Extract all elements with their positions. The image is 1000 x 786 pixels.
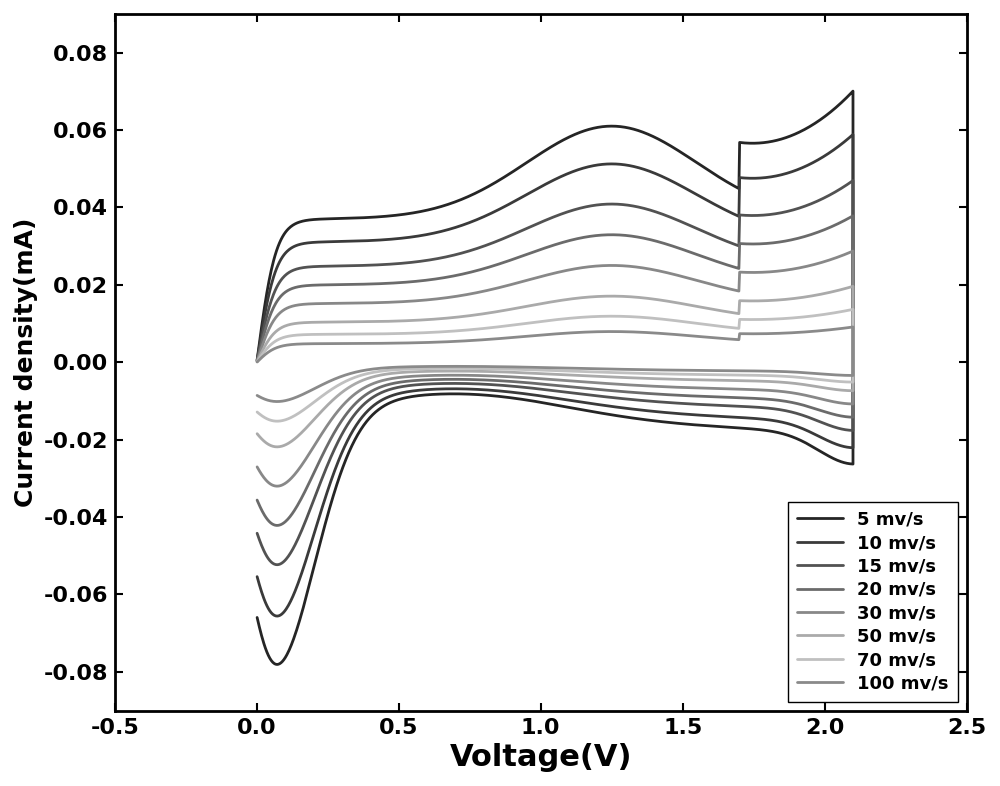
- 70 mv/s: [273, 334, 285, 343]
- 20 mv/s: [790, 234, 802, 244]
- 70 mv/s: [251, 357, 263, 366]
- 5 mv/s: [847, 86, 859, 96]
- 10 mv/s: [251, 572, 263, 582]
- 5 mv/s: [251, 355, 263, 365]
- 10 mv/s: [833, 440, 845, 450]
- Line: 15 mv/s: 15 mv/s: [257, 181, 853, 564]
- 30 mv/s: [251, 357, 263, 366]
- 15 mv/s: [251, 356, 263, 365]
- 15 mv/s: [464, 246, 476, 255]
- 15 mv/s: [790, 204, 802, 214]
- 100 mv/s: [464, 336, 476, 345]
- Line: 50 mv/s: 50 mv/s: [257, 286, 853, 447]
- 30 mv/s: [621, 380, 633, 390]
- 20 mv/s: [251, 356, 263, 365]
- 100 mv/s: [251, 391, 263, 400]
- 30 mv/s: [327, 413, 339, 422]
- 70 mv/s: [251, 407, 263, 417]
- Line: 20 mv/s: 20 mv/s: [257, 216, 853, 525]
- 20 mv/s: [251, 495, 263, 505]
- 70 mv/s: [464, 325, 476, 335]
- 15 mv/s: [621, 395, 633, 404]
- 70 mv/s: [327, 384, 339, 393]
- Legend: 5 mv/s, 10 mv/s, 15 mv/s, 20 mv/s, 30 mv/s, 50 mv/s, 70 mv/s, 100 mv/s: 5 mv/s, 10 mv/s, 15 mv/s, 20 mv/s, 30 mv…: [788, 501, 958, 702]
- 100 mv/s: [271, 397, 283, 406]
- 50 mv/s: [621, 373, 633, 382]
- 50 mv/s: [327, 395, 339, 405]
- 5 mv/s: [790, 129, 802, 138]
- 30 mv/s: [464, 289, 476, 299]
- 20 mv/s: [621, 387, 633, 397]
- 20 mv/s: [464, 267, 476, 277]
- 70 mv/s: [833, 376, 845, 386]
- 100 mv/s: [251, 358, 263, 367]
- 100 mv/s: [273, 342, 285, 351]
- 70 mv/s: [271, 417, 283, 426]
- 10 mv/s: [327, 470, 339, 479]
- 50 mv/s: [251, 429, 263, 439]
- 10 mv/s: [251, 356, 263, 365]
- 5 mv/s: [273, 238, 285, 248]
- 30 mv/s: [251, 462, 263, 472]
- 10 mv/s: [273, 257, 285, 266]
- 15 mv/s: [847, 176, 859, 185]
- 5 mv/s: [621, 413, 633, 422]
- 30 mv/s: [273, 309, 285, 318]
- 50 mv/s: [251, 357, 263, 366]
- 20 mv/s: [847, 211, 859, 221]
- Line: 70 mv/s: 70 mv/s: [257, 310, 853, 421]
- 100 mv/s: [327, 375, 339, 384]
- 15 mv/s: [273, 277, 285, 287]
- Line: 10 mv/s: 10 mv/s: [257, 134, 853, 616]
- 50 mv/s: [833, 385, 845, 395]
- 10 mv/s: [464, 218, 476, 227]
- 30 mv/s: [271, 481, 283, 490]
- 50 mv/s: [271, 443, 283, 452]
- 30 mv/s: [847, 246, 859, 255]
- 15 mv/s: [327, 447, 339, 457]
- 30 mv/s: [790, 264, 802, 274]
- 70 mv/s: [790, 313, 802, 322]
- 5 mv/s: [464, 191, 476, 200]
- 5 mv/s: [251, 613, 263, 623]
- 5 mv/s: [271, 659, 283, 669]
- 50 mv/s: [790, 293, 802, 303]
- 50 mv/s: [273, 324, 285, 333]
- Y-axis label: Current density(mA): Current density(mA): [14, 218, 38, 507]
- 50 mv/s: [847, 281, 859, 291]
- 15 mv/s: [833, 424, 845, 433]
- 100 mv/s: [790, 328, 802, 337]
- 20 mv/s: [271, 520, 283, 530]
- 10 mv/s: [621, 404, 633, 413]
- 20 mv/s: [833, 411, 845, 421]
- 30 mv/s: [833, 398, 845, 407]
- 15 mv/s: [251, 528, 263, 538]
- 15 mv/s: [271, 560, 283, 569]
- 100 mv/s: [847, 322, 859, 332]
- Line: 100 mv/s: 100 mv/s: [257, 327, 853, 402]
- 100 mv/s: [621, 365, 633, 374]
- 10 mv/s: [847, 130, 859, 139]
- 10 mv/s: [271, 612, 283, 621]
- 20 mv/s: [327, 430, 339, 439]
- X-axis label: Voltage(V): Voltage(V): [449, 743, 632, 772]
- 100 mv/s: [833, 370, 845, 380]
- 10 mv/s: [790, 165, 802, 174]
- Line: 30 mv/s: 30 mv/s: [257, 251, 853, 486]
- 5 mv/s: [833, 456, 845, 465]
- 50 mv/s: [464, 311, 476, 321]
- 5 mv/s: [327, 491, 339, 501]
- 70 mv/s: [847, 305, 859, 314]
- Line: 5 mv/s: 5 mv/s: [257, 91, 853, 664]
- 70 mv/s: [621, 369, 633, 378]
- 20 mv/s: [273, 293, 285, 303]
